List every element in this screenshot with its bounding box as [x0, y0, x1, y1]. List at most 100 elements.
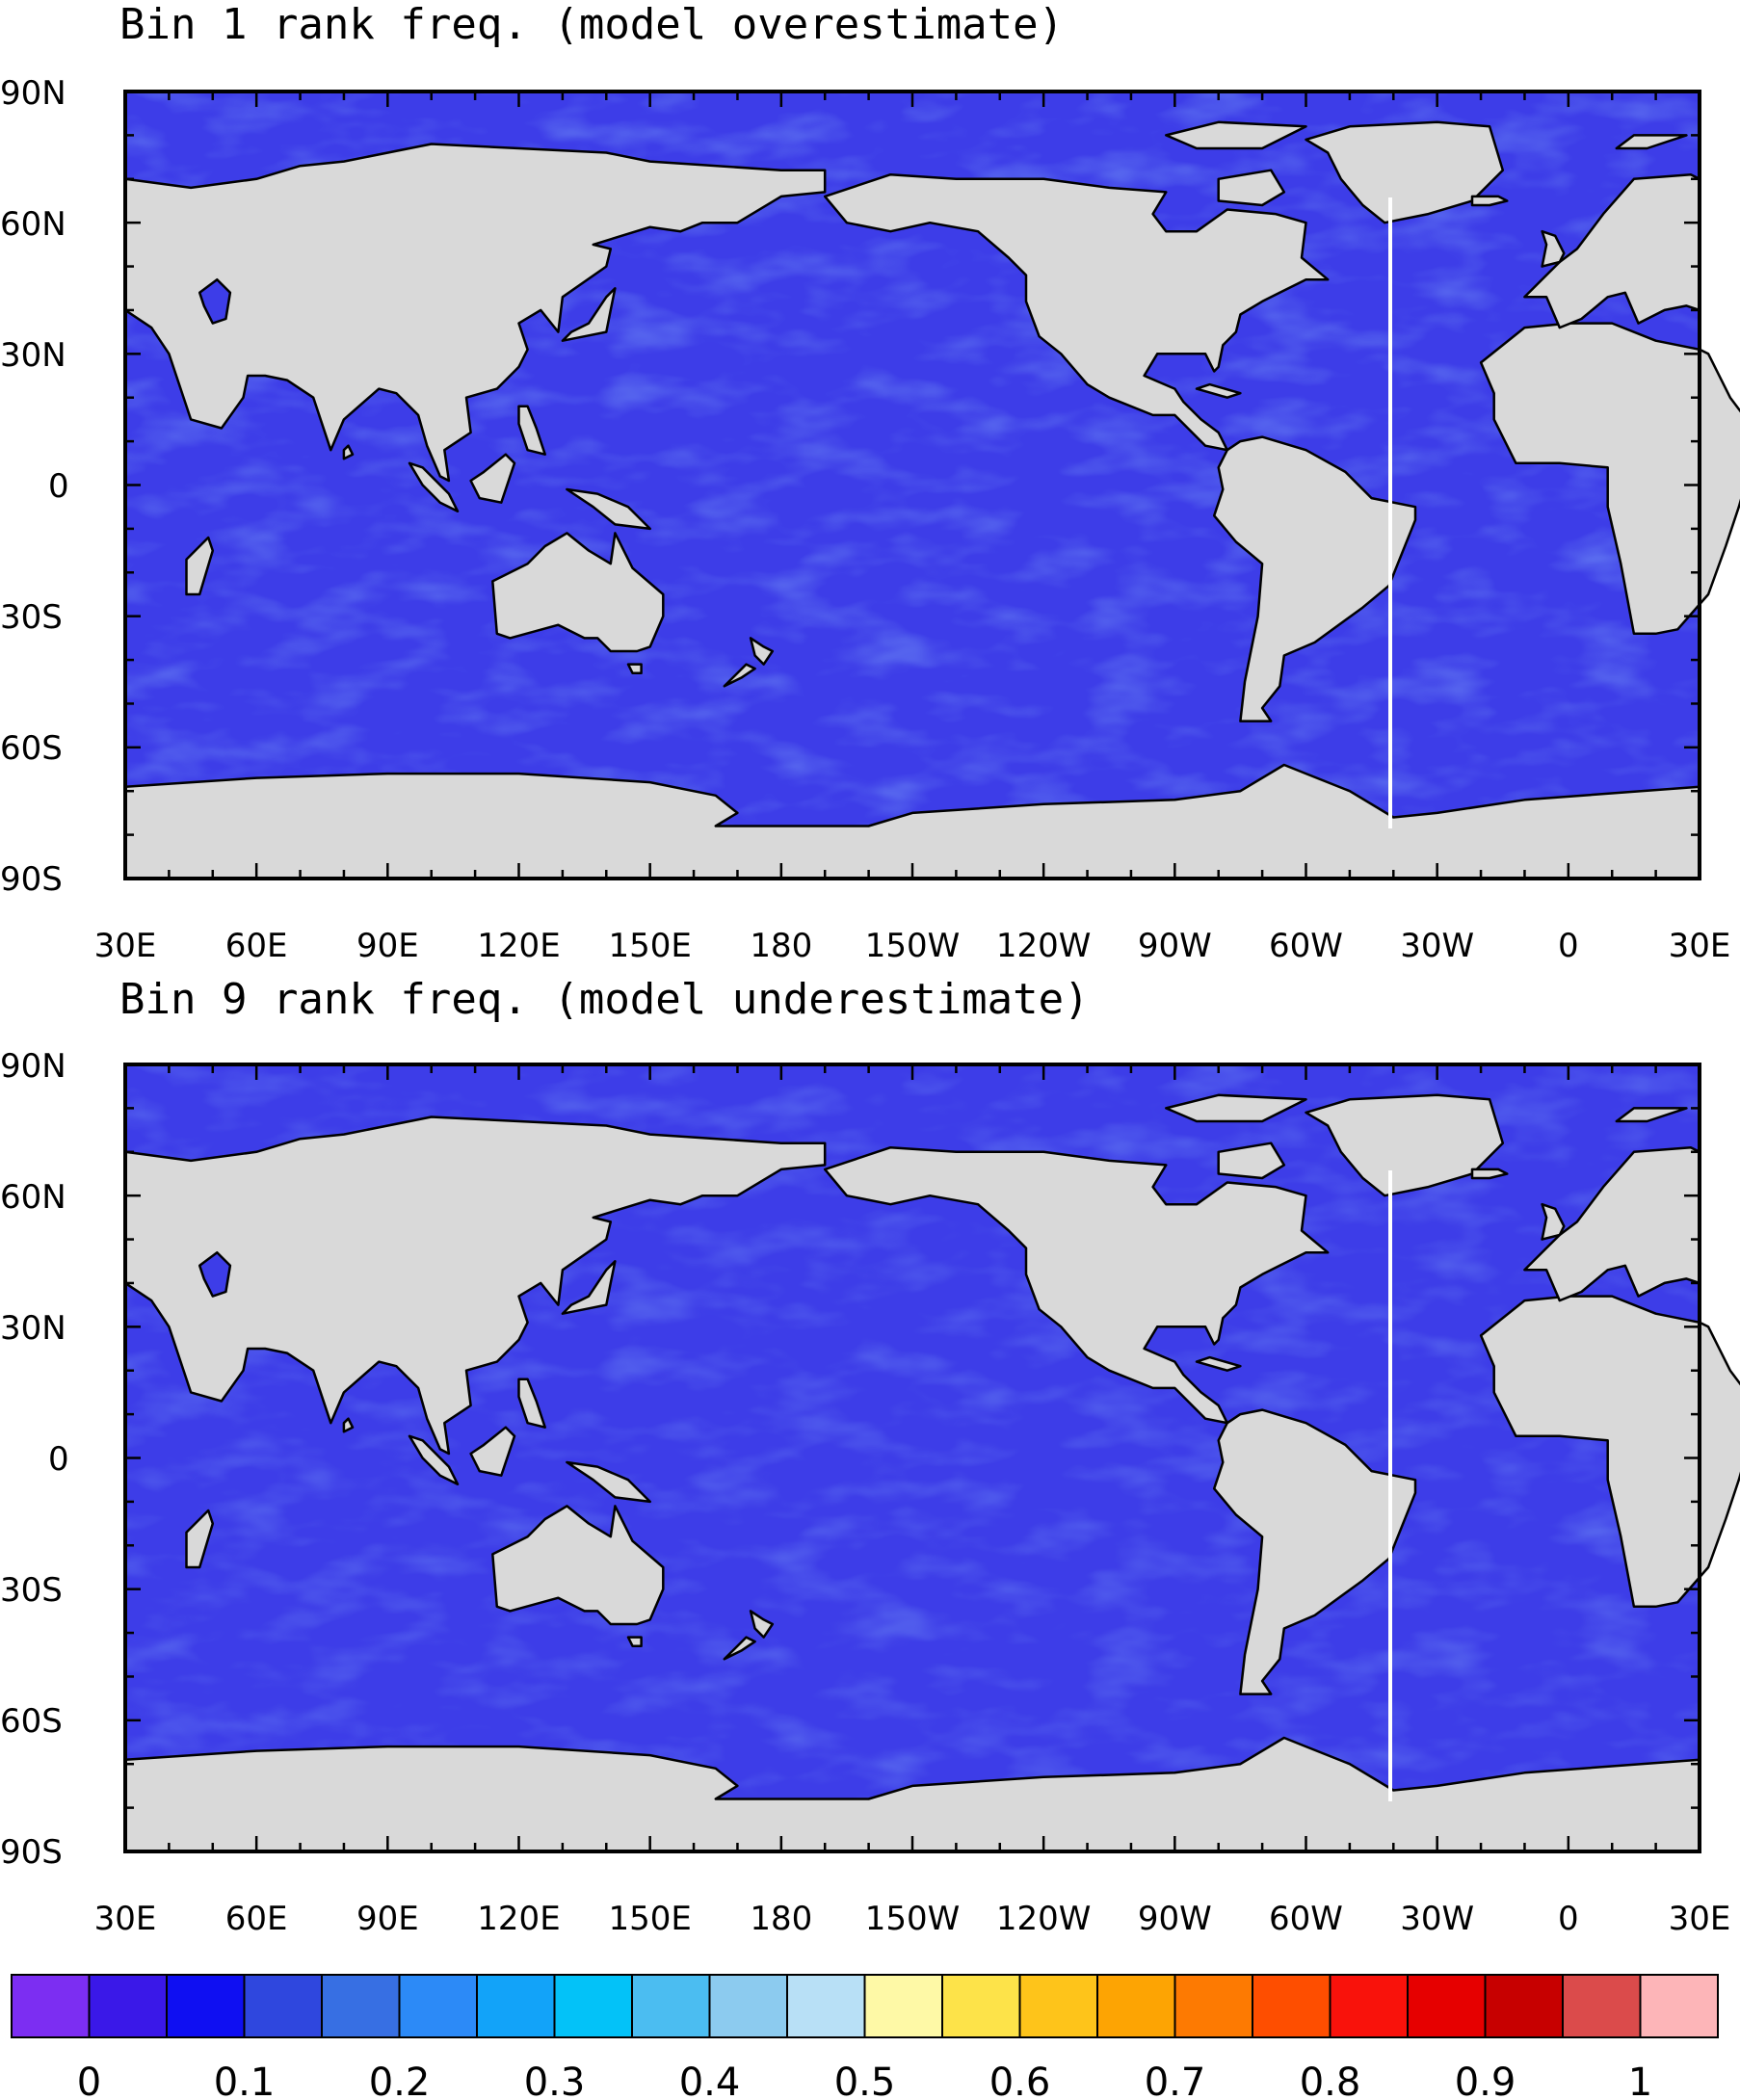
colorbar-swatches [11, 1974, 1719, 2038]
lon-label: 150W [865, 1900, 961, 1938]
lat-label: 0 [48, 1440, 69, 1479]
landmass-japan [561, 287, 617, 342]
lat-label: 90S [0, 860, 63, 899]
map-bin1 [123, 90, 1740, 880]
landmass-antarctica [123, 763, 1701, 880]
colorbar-swatch [166, 1974, 246, 2038]
lon-label: 180 [750, 927, 812, 965]
landmass-south-america [1212, 435, 1417, 722]
lon-label: 60E [225, 1900, 288, 1938]
colorbar-label: 0.5 [834, 2061, 896, 2100]
lon-label: 120E [477, 927, 560, 965]
landmass-nz-south [723, 1636, 756, 1661]
landmass-iceland [1470, 1168, 1509, 1180]
colorbar: 0 0.1 0.2 0.3 0.4 0.5 0.6 0.7 0.8 0.9 1 [11, 1974, 1719, 2100]
lat-label: 60S [0, 729, 63, 768]
lat-axis-labels: 90N 60N 30N 0 30S 60S 90S [0, 1047, 69, 1872]
colorbar-label: 0.6 [989, 2061, 1051, 2100]
landmass-svalbard [1615, 1107, 1688, 1123]
landmass-borneo [469, 453, 516, 504]
landmass-eurasia [123, 143, 827, 483]
lon-label: 90W [1138, 927, 1212, 965]
landmass-cuba [1195, 1355, 1242, 1372]
colorbar-swatch [88, 1974, 168, 2038]
lon-label: 30E [94, 1900, 157, 1938]
colorbar-swatch [243, 1974, 323, 2038]
lon-label: 150E [608, 1900, 691, 1938]
panel-bin9: Bin 9 rank freq. (model underestimate) 9… [0, 975, 1740, 1938]
colorbar-label: 0.8 [1300, 2061, 1361, 2100]
colorbar-swatch [786, 1974, 866, 2038]
panel-title: Bin 9 rank freq. (model underestimate) [119, 975, 1090, 1024]
landmass-nz-south [723, 663, 756, 688]
colorbar-label: 0.1 [214, 2061, 276, 2100]
colorbar-swatch [1173, 1974, 1253, 2038]
lat-label: 90N [0, 74, 66, 113]
panel-title: Bin 1 rank freq. (model overestimate) [119, 0, 1064, 49]
landmass-eurasia [123, 1116, 827, 1456]
continents [123, 1093, 1740, 1853]
lon-label: 120E [477, 1900, 560, 1938]
landmass-ellesmere [1165, 1093, 1307, 1123]
landmass-north-america [823, 172, 1330, 452]
colorbar-swatch [553, 1974, 633, 2038]
lon-label: 30E [94, 927, 157, 965]
lon-axis-labels: 30E 60E 90E 120E 150E 180 150W 120W 90W 60W 30W 0 30… [94, 1900, 1731, 1938]
lat-axis-labels: 90N 60N 30N 0 30S 60S 90S [0, 74, 69, 899]
landmass-nz-north [749, 637, 775, 666]
colorbar-swatch [11, 1974, 91, 2038]
landmass-north-america [823, 1145, 1330, 1425]
colorbar-swatch [1329, 1974, 1409, 2038]
colorbar-swatch [1484, 1974, 1564, 2038]
landmass-uk [1541, 229, 1566, 268]
lon-label: 0 [1558, 927, 1579, 965]
continents [123, 120, 1740, 880]
lat-label: 30S [0, 598, 63, 637]
landmass-caspian [198, 277, 232, 325]
colorbar-swatch [863, 1974, 943, 2038]
landmass-sumatra [408, 1434, 460, 1485]
colorbar-swatch [321, 1974, 401, 2038]
colorbar-swatch [1096, 1974, 1176, 2038]
colorbar-swatch [1252, 1974, 1331, 2038]
landmass-nz-north [749, 1610, 775, 1639]
landmass-philippines [517, 405, 546, 456]
lat-label: 90N [0, 1047, 66, 1086]
landmass-iceland [1470, 195, 1509, 207]
colorbar-label: 0 [77, 2061, 101, 2100]
colorbar-swatch [476, 1974, 556, 2038]
lat-label: 90S [0, 1833, 63, 1872]
colorbar-label: 1 [1628, 2061, 1652, 2100]
landmass-philippines [517, 1378, 546, 1429]
lon-label: 120W [996, 1900, 1092, 1938]
landmass-south-america [1212, 1408, 1417, 1695]
lon-label: 30W [1400, 927, 1474, 965]
colorbar-labels: 0 0.1 0.2 0.3 0.4 0.5 0.6 0.7 0.8 0.9 1 [77, 2061, 1652, 2100]
landmass-madagascar [185, 536, 215, 596]
lon-label: 90E [356, 1900, 419, 1938]
landmass-caspian [198, 1250, 232, 1298]
landmass-greenland [1305, 120, 1505, 224]
colorbar-swatch [1639, 1974, 1719, 2038]
landmass-antarctica [123, 1736, 1701, 1853]
lon-label: 0 [1558, 1900, 1579, 1938]
colorbar-swatch [1018, 1974, 1098, 2038]
lat-label: 30N [0, 1309, 66, 1348]
lon-label: 150E [608, 927, 691, 965]
axis-ticks [123, 1063, 1701, 1853]
lat-label: 0 [48, 467, 69, 506]
landmass-new-guinea [566, 487, 651, 531]
landmass-borneo [469, 1426, 516, 1477]
lon-label: 60W [1269, 1900, 1343, 1938]
landmass-japan [561, 1260, 617, 1315]
lon-axis-labels: 30E 60E 90E 120E 150E 180 150W 120W 90W 60W 30W 0 30… [94, 927, 1731, 965]
landmass-tasmania [626, 1636, 643, 1647]
landmass-greenland [1305, 1093, 1505, 1197]
colorbar-swatch [1562, 1974, 1642, 2038]
colorbar-swatch [1407, 1974, 1487, 2038]
lon-label: 60E [225, 927, 288, 965]
landmass-baffin [1217, 1142, 1286, 1180]
colorbar-label: 0.4 [679, 2061, 741, 2100]
landmass-cuba [1195, 382, 1242, 399]
